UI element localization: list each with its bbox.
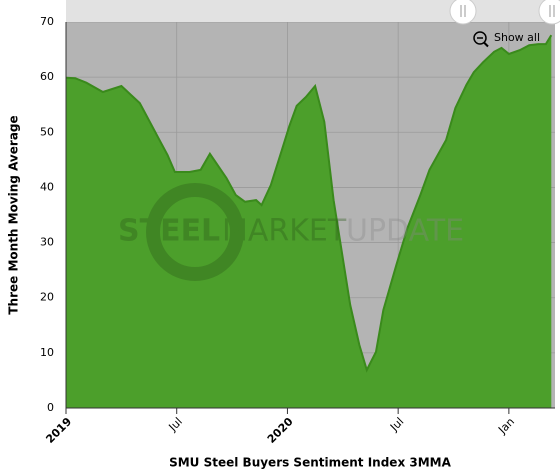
x-axis-label: SMU Steel Buyers Sentiment Index 3MMA	[169, 456, 452, 470]
x-tick-label: 2020	[265, 415, 296, 446]
watermark-text: MARKET	[222, 214, 347, 249]
y-tick-label: 50	[40, 125, 54, 138]
y-axis-label: Three Month Moving Average	[7, 115, 21, 314]
watermark-logo	[146, 183, 244, 281]
y-tick-label: 70	[40, 15, 54, 28]
scroll-handle[interactable]	[538, 0, 560, 25]
watermark-text: STEEL	[118, 214, 220, 249]
watermark-text: UPDATE	[346, 214, 464, 249]
scrollbar[interactable]	[66, 0, 560, 22]
area-line	[65, 34, 553, 373]
y-tick-label: 40	[40, 180, 54, 193]
x-tick-label: Jul	[166, 415, 185, 434]
y-tick-label: 10	[40, 346, 54, 359]
y-tick-label: 30	[40, 236, 54, 249]
x-tick-label: Jan	[495, 415, 517, 437]
x-tick-label: 2019	[43, 415, 74, 446]
reset-zoom-label[interactable]: Show all	[494, 31, 540, 44]
y-tick-label: 20	[40, 291, 54, 304]
y-tick-label: 0	[47, 401, 54, 414]
reset-zoom-button[interactable]: Show all	[473, 31, 540, 48]
marks	[65, 34, 553, 408]
scroll-handle[interactable]	[449, 0, 477, 25]
area	[66, 35, 552, 408]
x-tick-label: Jul	[387, 415, 406, 434]
watermark: STEEL MARKET UPDATE	[118, 183, 464, 281]
y-tick-label: 60	[40, 70, 54, 83]
